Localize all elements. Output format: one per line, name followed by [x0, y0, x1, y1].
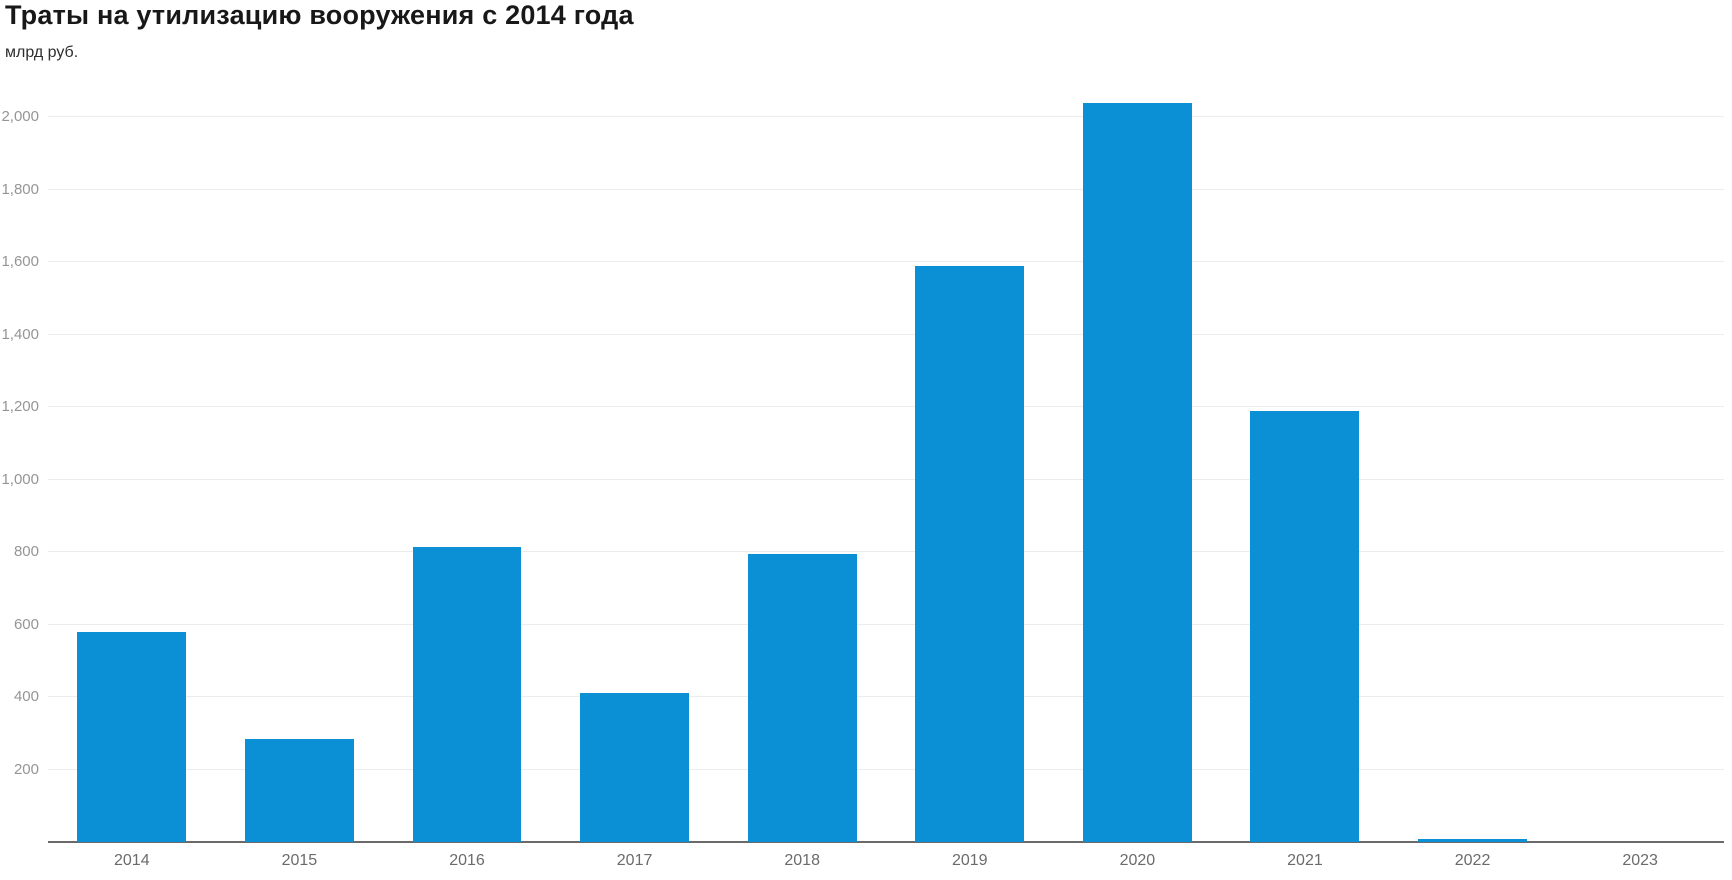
- x-tick-label-2018: 2018: [784, 852, 820, 869]
- x-tick-label-2016: 2016: [449, 852, 485, 869]
- bar-slot-2020: [1054, 70, 1222, 842]
- y-gridline: 1,600: [1, 253, 1724, 270]
- x-tick-label-2021: 2021: [1287, 852, 1323, 869]
- bar-slot-2022: [1389, 70, 1557, 842]
- bar-slot-2018: [718, 70, 886, 842]
- bars-layer: [48, 70, 1724, 842]
- x-axis-line: [48, 841, 1724, 843]
- bar-slot-2021: [1221, 70, 1389, 842]
- y-gridline: 200: [14, 761, 1724, 778]
- bar-slot-2019: [886, 70, 1054, 842]
- bar-2015: [244, 739, 354, 842]
- y-gridline: 1,800: [1, 181, 1724, 198]
- page-title: Траты на утилизацию вооружения с 2014 го…: [5, 0, 634, 30]
- x-tick-label-2020: 2020: [1119, 852, 1156, 869]
- y-tick-label: 800: [13, 543, 39, 561]
- bar-slot-2017: [551, 70, 719, 842]
- x-tick-label-2017: 2017: [616, 852, 653, 869]
- bar-2016: [412, 547, 522, 842]
- y-gridline: 600: [14, 616, 1724, 633]
- y-tick-label: 200: [13, 760, 39, 778]
- bar-slot-2023: [1556, 70, 1724, 842]
- y-tick-label: 600: [13, 615, 39, 633]
- y-tick-label: 2,000: [1, 108, 39, 126]
- bar-2018: [747, 554, 857, 842]
- x-tick-label-2015: 2015: [281, 852, 318, 869]
- bar-2019: [915, 266, 1025, 842]
- y-gridline: 800: [14, 543, 1724, 560]
- page-subtitle: млрд руб.: [5, 44, 79, 61]
- y-tick-label: 1,600: [1, 253, 39, 271]
- bar-slot-2014: [48, 70, 216, 842]
- bar-slot-2015: [216, 70, 384, 842]
- y-tick-label: 1,000: [1, 470, 39, 488]
- x-axis-labels: 2014 2015 2016 2017 2018 2019 2020 2021 2022 2023: [48, 852, 1724, 870]
- bar-2021: [1250, 411, 1360, 842]
- bar-2017: [580, 693, 690, 842]
- y-gridline: 1,000: [1, 471, 1724, 488]
- y-gridline: 1,400: [1, 326, 1724, 343]
- x-tick-label-2019: 2019: [951, 852, 988, 869]
- y-tick-label: 1,200: [1, 398, 39, 416]
- y-gridline: 1,200: [1, 398, 1724, 415]
- plot-area: 200 400 600 800 1,000 1,200 1,400 1,600 1,800 2,0…: [1, 70, 1724, 869]
- bar-2014: [77, 632, 187, 842]
- bar-2022: [1418, 839, 1527, 842]
- y-gridline: 2,000: [1, 108, 1724, 125]
- y-tick-label: 400: [13, 688, 39, 706]
- x-tick-label-2023: 2023: [1622, 852, 1658, 869]
- bar-slot-2016: [383, 70, 551, 842]
- x-tick-label-2014: 2014: [114, 852, 150, 869]
- y-tick-label: 1,800: [1, 180, 39, 198]
- bar-2020: [1082, 103, 1192, 842]
- y-tick-label: 1,400: [1, 325, 39, 343]
- y-gridline: 400: [14, 688, 1724, 705]
- x-tick-label-2022: 2022: [1454, 852, 1491, 869]
